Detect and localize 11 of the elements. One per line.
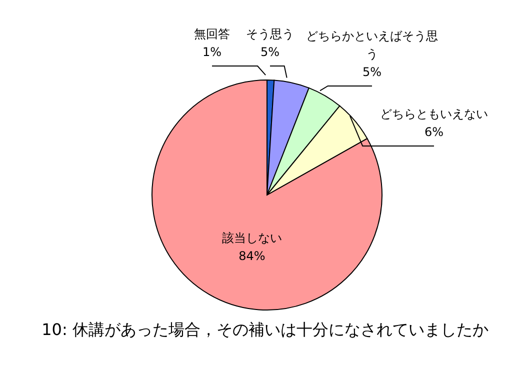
slice-label: そう思う (246, 27, 294, 41)
data-label: 5% (260, 45, 280, 59)
text: 10: 休講があった場合，その補いは十分になされていましたか (40, 320, 490, 341)
data-label: 84% (238, 249, 266, 263)
data-label: 1% (202, 45, 222, 59)
data-label: 6% (424, 125, 444, 139)
slice-label: どちらともいえない (380, 107, 488, 121)
slice-label: どちらかといえばそう思う (306, 29, 438, 61)
data-label: 5% (362, 65, 382, 79)
slice-label: 無回答 (194, 27, 230, 41)
slice-label: 該当しない (222, 231, 282, 245)
